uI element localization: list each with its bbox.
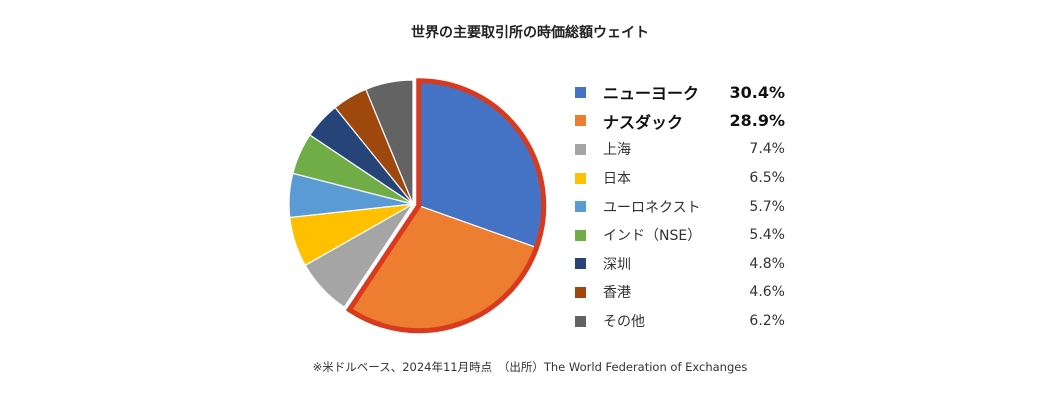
- chart-title: 世界の主要取引所の時価総額ウェイト: [411, 25, 649, 41]
- legend-label: 日本: [603, 171, 631, 188]
- chart-legend: ニューヨーク 30.4% ナスダック 28.9% 上海 7.4% 日本 6.5% ユーロネクスト…: [575, 78, 785, 335]
- legend-swatch: [575, 286, 586, 298]
- legend-swatch: [575, 115, 586, 127]
- legend-swatch: [575, 229, 586, 241]
- legend-label: 深圳: [603, 256, 631, 273]
- legend-label: 上海: [603, 142, 631, 159]
- source-footnote: ※米ドルベース、2024年11月時点 （出所）The World Federat…: [312, 360, 748, 374]
- legend-label: インド（NSE）: [603, 228, 702, 245]
- legend-swatch: [575, 143, 586, 155]
- highlight-outline: [345, 78, 547, 334]
- legend-value: 6.2%: [749, 313, 785, 330]
- legend-swatch: [575, 172, 586, 184]
- legend-value: 6.5%: [749, 170, 785, 187]
- legend-swatch: [575, 201, 586, 213]
- legend-swatch: [575, 258, 586, 270]
- legend-label: ユーロネクスト: [603, 199, 701, 216]
- legend-label: ナスダック: [603, 112, 684, 132]
- legend-value: 5.7%: [749, 198, 785, 215]
- legend-item-7: 香港 4.6%: [575, 278, 785, 307]
- legend-value: 4.6%: [749, 284, 785, 301]
- legend-item-3: 日本 6.5%: [575, 164, 785, 193]
- legend-swatch: [575, 86, 586, 98]
- legend-label: ニューヨーク: [603, 84, 700, 104]
- legend-item-6: 深圳 4.8%: [575, 250, 785, 279]
- legend-item-1: ナスダック 28.9%: [575, 107, 785, 136]
- legend-value: 28.9%: [729, 111, 785, 131]
- legend-value: 30.4%: [729, 82, 785, 102]
- legend-item-4: ユーロネクスト 5.7%: [575, 192, 785, 221]
- legend-value: 7.4%: [749, 141, 785, 158]
- pie-slice-8: [365, 79, 414, 205]
- legend-item-0: ニューヨーク 30.4%: [575, 78, 785, 107]
- legend-item-5: インド（NSE） 5.4%: [575, 221, 785, 250]
- legend-value: 5.4%: [749, 227, 785, 244]
- legend-swatch: [575, 315, 586, 327]
- legend-label: その他: [603, 314, 645, 331]
- legend-value: 4.8%: [749, 255, 785, 272]
- legend-item-2: 上海 7.4%: [575, 135, 785, 164]
- legend-label: 香港: [603, 285, 631, 302]
- legend-item-8: その他 6.2%: [575, 307, 785, 336]
